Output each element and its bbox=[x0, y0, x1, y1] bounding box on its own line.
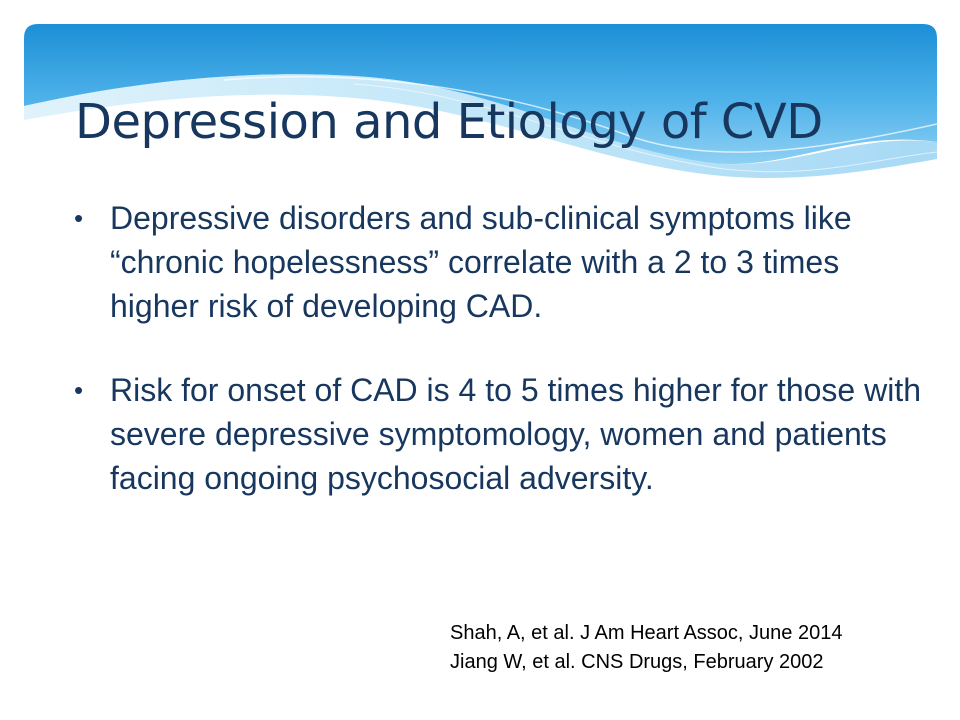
slide-title: Depression and Etiology of CVD bbox=[75, 94, 823, 150]
reference-line: Jiang W, et al. CNS Drugs, February 2002 bbox=[450, 651, 824, 673]
banner-highlight-line bbox=[223, 76, 937, 153]
banner-highlight-line-2 bbox=[353, 83, 937, 173]
bullet-list: • Depressive disorders and sub-clinical … bbox=[74, 196, 924, 500]
bullet-marker: • bbox=[74, 203, 84, 233]
banner-light-wave bbox=[24, 74, 937, 179]
bullet-text: Depressive disorders and sub-clinical sy… bbox=[110, 200, 852, 324]
bullet-marker: • bbox=[74, 375, 84, 405]
bullet-item: • Risk for onset of CAD is 4 to 5 times … bbox=[74, 368, 924, 500]
reference-line: Shah, A, et al. J Am Heart Assoc, June 2… bbox=[450, 622, 843, 644]
header-wave-banner bbox=[24, 24, 937, 179]
bullet-text: Risk for onset of CAD is 4 to 5 times hi… bbox=[110, 372, 921, 496]
references: Shah, A, et al. J Am Heart Assoc, June 2… bbox=[450, 619, 842, 677]
bullet-item: • Depressive disorders and sub-clinical … bbox=[74, 196, 924, 328]
